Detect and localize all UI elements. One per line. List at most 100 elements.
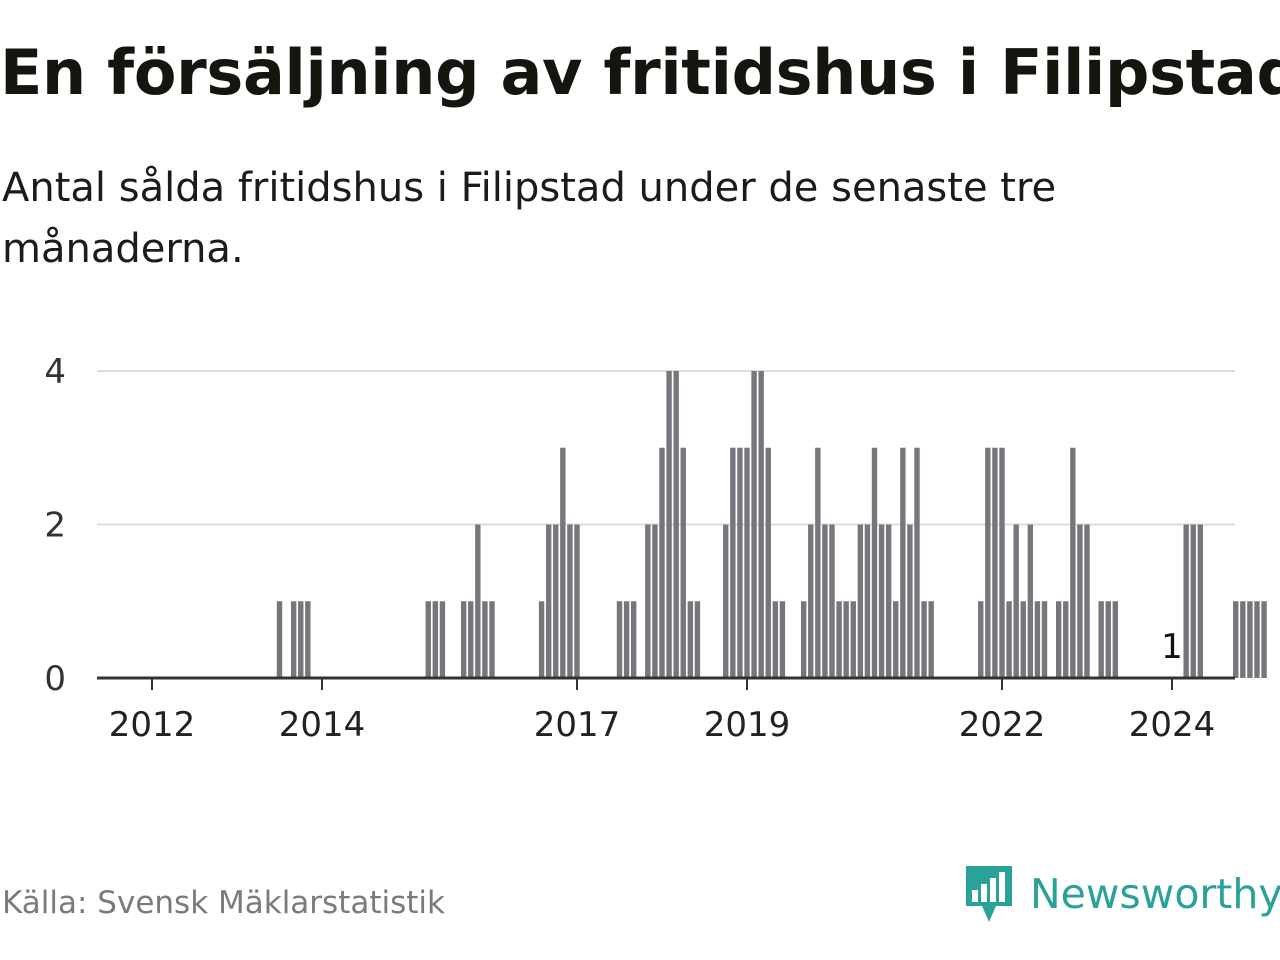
- bar: [871, 447, 878, 678]
- bar: [758, 371, 764, 678]
- bar: [623, 601, 630, 678]
- bar: [680, 447, 686, 678]
- bar: [893, 601, 899, 678]
- bar: [829, 524, 835, 678]
- bar: [878, 524, 885, 678]
- source-note: Källa: Svensk Mäklarstatistik: [2, 885, 445, 921]
- bar: [1247, 601, 1253, 678]
- bar: [999, 447, 1005, 678]
- bar: [985, 447, 991, 678]
- y-tick-label: 2: [44, 506, 66, 546]
- bar: [1034, 601, 1041, 678]
- bar: [298, 601, 304, 678]
- x-tick-label: 2022: [959, 705, 1046, 745]
- bar: [305, 601, 311, 678]
- bar: [645, 524, 651, 678]
- bar: [630, 601, 637, 678]
- bar: [836, 601, 842, 678]
- bar: [489, 601, 495, 678]
- bar: [432, 601, 439, 678]
- bar: [1084, 524, 1090, 678]
- bar: [694, 601, 701, 678]
- bar: [1098, 601, 1104, 678]
- bar: [850, 601, 856, 678]
- bar: [765, 447, 771, 678]
- bar: [290, 601, 297, 678]
- bar-chart-speech-bubble-icon: [966, 866, 1012, 922]
- bar: [1112, 601, 1119, 678]
- bar: [1070, 447, 1076, 678]
- bar: [439, 601, 446, 678]
- bar: [553, 524, 559, 678]
- x-tick-label: 2014: [279, 705, 366, 745]
- bar: [1020, 601, 1026, 678]
- bar: [1233, 601, 1239, 678]
- bar: [276, 601, 283, 678]
- brand-name: Newsworthy: [1030, 870, 1280, 918]
- bar: [616, 601, 623, 678]
- bar: [425, 601, 431, 678]
- bar: [545, 524, 552, 678]
- bar: [1041, 601, 1048, 678]
- bar: [482, 601, 488, 678]
- bar: [730, 447, 736, 678]
- bar: [1077, 524, 1083, 678]
- x-tick-label: 2024: [1129, 705, 1216, 745]
- bar: [659, 447, 665, 678]
- bar: [857, 524, 864, 678]
- highlight-value-label: 1: [1161, 627, 1183, 667]
- bar: [737, 447, 743, 678]
- bar: [652, 524, 658, 678]
- bar: [907, 524, 913, 678]
- bar: [460, 601, 467, 678]
- bar: [751, 371, 757, 678]
- bar: [1254, 601, 1260, 678]
- bar: [885, 524, 892, 678]
- bar: [843, 601, 849, 678]
- bar: [538, 601, 545, 678]
- bar: [673, 371, 679, 678]
- bar: [1055, 601, 1062, 678]
- bar: [928, 601, 934, 678]
- x-tick-label: 2019: [704, 705, 791, 745]
- bar: [772, 601, 779, 678]
- bar: [1013, 524, 1019, 678]
- bar: [864, 524, 871, 678]
- bar: [744, 447, 750, 678]
- chart-title: En försäljning av fritidshus i Filipstad: [0, 36, 1280, 109]
- bar: [1063, 601, 1069, 678]
- bar: [992, 447, 998, 678]
- bar: [921, 601, 927, 678]
- bar: [1261, 601, 1267, 678]
- x-tick-label: 2012: [109, 705, 196, 745]
- bar: [822, 524, 828, 678]
- brand-logo: Newsworthy: [964, 864, 1280, 924]
- bar: [475, 524, 481, 678]
- bar: [1240, 601, 1246, 678]
- bar: [978, 601, 984, 678]
- y-tick-label: 0: [44, 659, 66, 699]
- bar: [723, 524, 729, 678]
- bar: [779, 601, 786, 678]
- bar: [574, 524, 580, 678]
- bar: [1197, 524, 1204, 678]
- bar: [468, 601, 474, 678]
- bar: [914, 447, 920, 678]
- bar: [808, 524, 814, 678]
- bar: [815, 447, 821, 678]
- bar: [687, 601, 694, 678]
- bar-chart: 0 2 4 1 2012 2014 2017 2019 2022 2024: [44, 352, 1267, 745]
- bar: [666, 371, 672, 678]
- bar: [1183, 524, 1189, 678]
- bar: [900, 447, 906, 678]
- bar: [1105, 601, 1111, 678]
- x-tick-label: 2017: [534, 705, 621, 745]
- chart-subtitle: Antal sålda fritidshus i Filipstad under…: [2, 165, 1057, 272]
- bar: [1190, 524, 1196, 678]
- y-tick-label: 4: [44, 352, 66, 392]
- bar: [560, 447, 566, 678]
- bar: [800, 601, 807, 678]
- bar: [1027, 524, 1034, 678]
- bar: [567, 524, 573, 678]
- bar: [1006, 601, 1012, 678]
